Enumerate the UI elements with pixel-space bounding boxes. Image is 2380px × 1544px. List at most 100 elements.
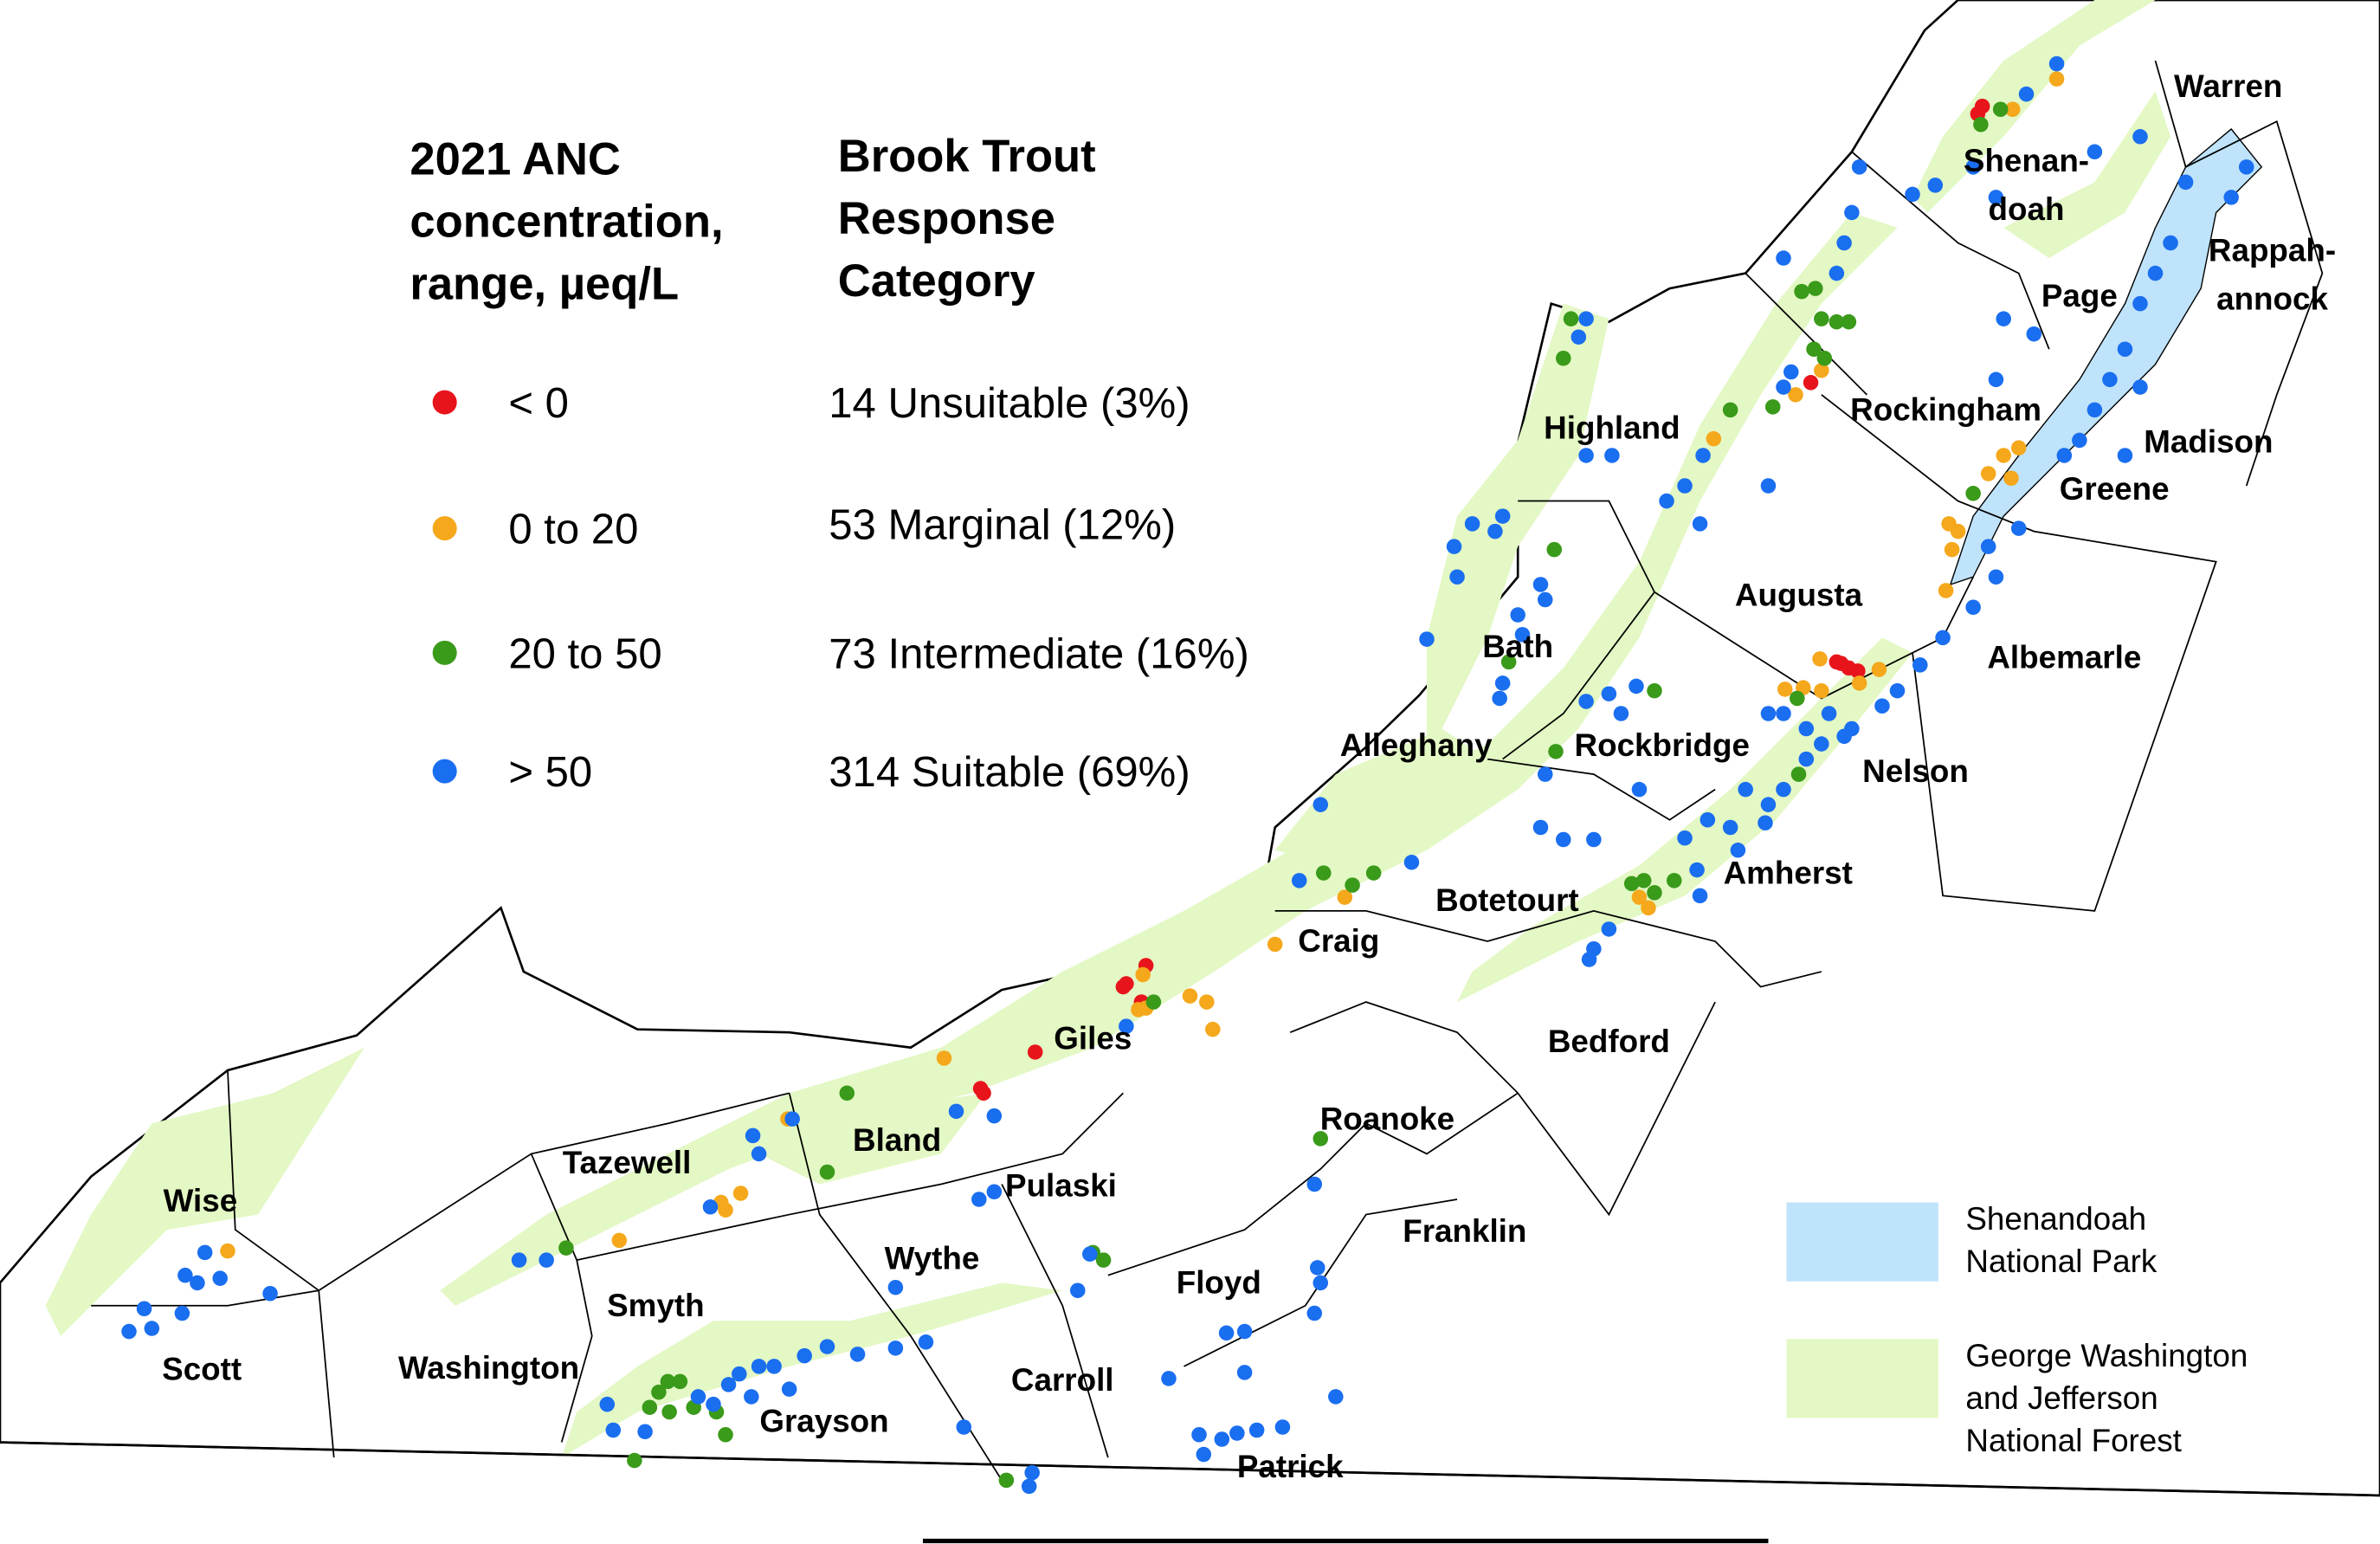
county-label: Warren [2174,68,2282,104]
sample-site [998,1472,1015,1489]
sample-site [2223,190,2239,205]
sample-site [1803,375,1819,391]
legend-title: range, µeq/L [410,258,679,309]
sample-site [1365,865,1382,881]
county-label: Page [2041,278,2118,313]
sample-site [1996,311,2011,326]
forest-area [2003,91,2171,259]
sample-site [1131,1002,1146,1017]
sample-site [1537,591,1553,608]
sample-site [1449,569,1465,585]
sample-site [1115,979,1132,995]
county-border [1821,394,2217,912]
sample-site [1027,1044,1043,1060]
legend-marker [432,516,457,541]
sample-site [1790,766,1807,782]
sample-site [819,1164,835,1180]
county-label: Rappah- [2209,233,2336,268]
legend-range: 0 to 20 [508,507,638,553]
sample-site [1313,1275,1329,1291]
sample-site [1613,706,1629,721]
sample-site [1988,569,2004,585]
sample-site [766,1359,782,1374]
sample-site [220,1243,235,1259]
sample-site [136,1301,152,1317]
sample-site [121,1323,137,1340]
national-park [1949,128,2263,586]
county-label: Wise [164,1183,238,1218]
sample-site [2102,371,2118,388]
county-label: Smyth [607,1288,704,1323]
county-label: Rockingham [1850,392,2041,428]
sample-site [1980,539,1996,554]
sample-site [1214,1431,1230,1447]
sample-site [1647,885,1662,901]
sample-site [1313,797,1329,812]
sample-site [1629,678,1644,694]
state-border [0,1441,2380,1497]
sample-site [1537,766,1553,782]
county-border [1502,591,1655,760]
sample-site [1760,478,1777,494]
sample-site [599,1396,616,1412]
sample-site [1798,720,1815,737]
legend-range: < 0 [508,380,569,427]
legend-response: 73 Intermediate (16%) [829,630,1249,677]
sample-site [2147,265,2164,281]
sample-site [1950,523,1966,539]
sample-site [2010,440,2027,455]
sample-site [1980,466,1996,481]
legend-range: 20 to 50 [508,630,661,677]
sample-site [1992,101,2009,117]
sample-site [784,1111,800,1127]
sample-site [1812,651,1828,667]
sample-site [986,1184,1003,1200]
sample-site [1700,811,1716,828]
sample-site [1306,1176,1323,1192]
sample-site [144,1321,160,1336]
county-border [91,1289,319,1307]
sample-site [1692,516,1708,532]
sample-site [1965,599,1981,616]
sample-site [1874,698,1890,714]
sample-site [1776,379,1791,395]
sample-site [1814,311,1829,326]
sample-site [1844,204,1860,221]
sample-site [2018,86,2035,102]
sample-site [1794,283,1809,300]
sample-site [1965,159,1981,175]
sample-site [1119,1018,1134,1034]
sample-site [781,1381,797,1397]
sample-site [1814,736,1829,752]
sample-site [887,1341,904,1356]
county-label: Scott [162,1352,242,1387]
sample-site [1229,1425,1245,1441]
sample-site [1851,159,1867,175]
sample-site [849,1347,866,1362]
forest-area [1426,303,1609,759]
sample-site [2003,470,2019,487]
sample-site [1667,873,1682,888]
sample-site [1695,448,1711,463]
sample-site [672,1373,688,1390]
county-label: Carroll [1011,1362,1114,1398]
sample-site [745,1127,761,1144]
sample-site [1205,1021,1221,1037]
sample-site [1082,1246,1098,1262]
sample-site [1927,178,1944,193]
county-label: annock [2216,281,2328,317]
sample-site [1145,994,1162,1010]
county-border [1487,758,1716,821]
sample-site [720,1377,737,1392]
sample-site [1601,921,1617,937]
sample-site [1889,682,1906,699]
sample-site [1635,873,1652,888]
sample-site [2087,402,2103,418]
county-label: Albemarle [1987,639,2141,675]
sample-site [212,1270,228,1286]
sample-site [262,1285,278,1302]
sample-site [1974,98,1990,114]
sample-site [1790,690,1805,707]
sample-site [2132,295,2148,312]
county-label: Highland [1544,410,1680,446]
